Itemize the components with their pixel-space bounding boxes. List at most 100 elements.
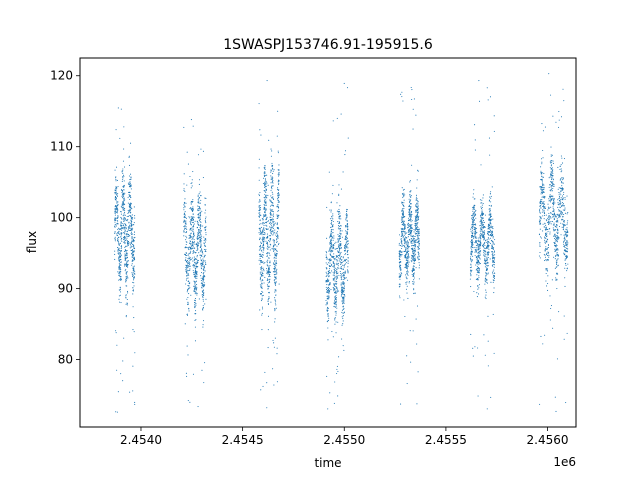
data-point [543,208,545,210]
data-point [344,246,346,248]
data-point [483,254,485,256]
data-point [404,233,407,235]
data-point [269,274,271,276]
data-point [399,256,401,258]
data-point [130,178,132,181]
data-point [129,229,131,231]
data-point [413,231,415,233]
data-point [122,360,124,362]
data-point [262,229,264,231]
data-point [122,194,124,196]
data-point [542,195,544,197]
data-point [201,210,203,212]
data-point [127,264,129,266]
data-point [278,283,280,285]
data-point [406,281,408,283]
data-point [547,247,550,249]
data-point [129,243,131,245]
data-point [183,235,185,237]
data-point [416,305,419,307]
data-point [407,236,409,238]
data-point [123,250,126,253]
data-point [410,207,412,209]
data-point [406,237,408,239]
data-point [114,258,116,261]
data-point [567,231,569,233]
data-point [270,178,272,181]
data-point [205,222,207,224]
data-point [334,311,336,313]
data-point [339,205,341,207]
data-point [345,277,347,279]
data-point [402,100,404,102]
data-point [407,263,409,265]
data-point [278,228,280,230]
data-point [567,220,569,222]
data-point [125,239,127,241]
data-point [119,289,121,291]
data-point [336,290,338,292]
data-point [400,230,403,232]
data-point [192,230,194,232]
data-point [418,253,420,255]
data-point [189,257,191,259]
data-point [120,236,122,238]
data-point [196,256,198,258]
data-point [263,224,265,227]
data-point [346,258,348,260]
data-point [475,227,477,230]
data-point [274,256,276,258]
data-point [411,248,413,250]
data-point [269,211,272,213]
data-point [326,303,328,305]
data-point [188,307,190,310]
data-point [275,262,277,264]
data-point [132,289,135,291]
data-point [398,253,401,255]
data-point [404,266,406,268]
data-point [122,224,124,226]
data-point [196,254,198,256]
data-point [540,237,542,239]
data-point [191,248,193,250]
data-point [474,223,476,226]
data-point [550,212,552,214]
data-point [413,274,415,276]
data-point [407,253,409,255]
data-point [327,276,330,278]
data-point [267,267,270,269]
data-point [551,185,554,187]
data-point [563,241,565,243]
data-point [408,231,410,233]
data-point [119,278,121,280]
data-point [184,227,186,229]
data-point [276,270,278,272]
data-point [343,282,346,284]
data-point [471,229,474,231]
data-point [198,202,200,204]
data-point [117,217,119,219]
data-point [119,275,121,277]
data-point [557,199,559,201]
data-point [267,265,269,267]
data-point [474,234,476,236]
data-point [129,202,132,204]
data-point [341,338,343,340]
data-point [186,313,188,315]
data-point [338,249,340,251]
data-point [325,254,327,256]
data-point [128,226,130,228]
data-point [193,236,195,238]
data-point [406,259,408,261]
data-point [115,198,117,200]
data-point [189,401,191,403]
data-point [472,214,474,217]
data-point [266,280,268,282]
data-point [277,173,279,175]
data-point [548,254,550,256]
data-point [539,220,541,222]
data-point [115,177,117,179]
data-point [192,213,194,215]
data-point [336,259,338,261]
data-point [275,278,277,280]
